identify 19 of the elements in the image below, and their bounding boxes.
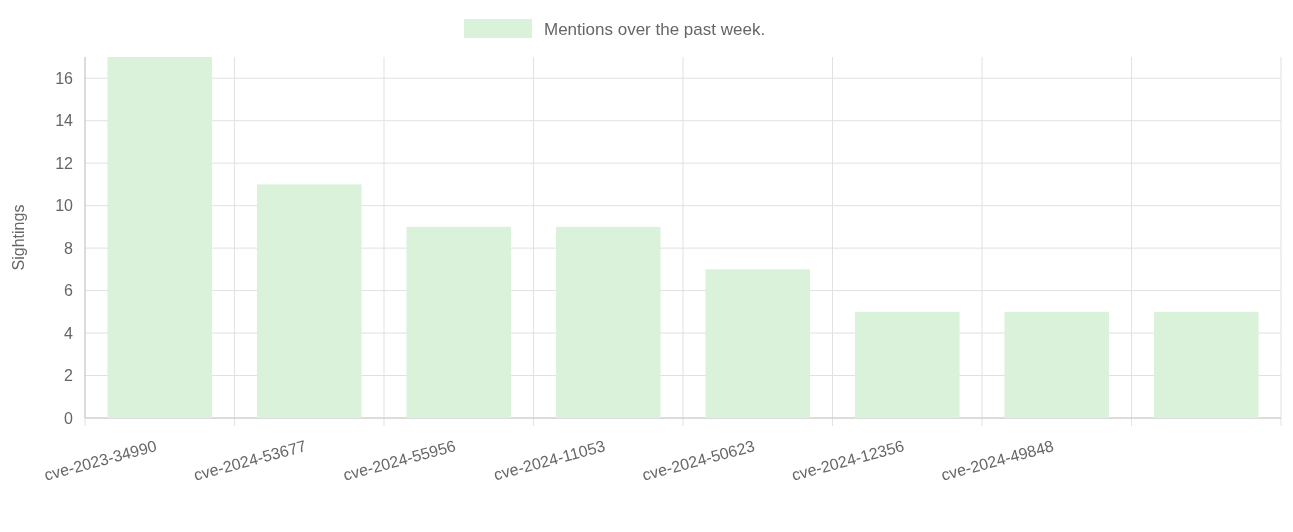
bar (256, 184, 362, 418)
y-tick-label: 16 (55, 69, 74, 87)
bar (1153, 311, 1259, 418)
bar (406, 226, 512, 418)
y-tick-label: 6 (64, 282, 74, 300)
y-tick-label: 14 (55, 112, 74, 130)
y-tick-label: 10 (55, 197, 74, 215)
bar (705, 269, 811, 418)
y-tick-label: 8 (64, 239, 74, 257)
y-tick-label: 4 (64, 324, 74, 342)
bar (555, 226, 661, 418)
y-axis-title: Sightings (10, 204, 27, 271)
bar (1004, 311, 1110, 418)
y-tick-label: 12 (55, 154, 74, 172)
bar (107, 57, 213, 418)
y-tick-label: 0 (64, 409, 74, 427)
y-tick-label: 2 (64, 367, 74, 385)
bar (854, 311, 960, 418)
legend-label: Mentions over the past week. (544, 19, 766, 39)
